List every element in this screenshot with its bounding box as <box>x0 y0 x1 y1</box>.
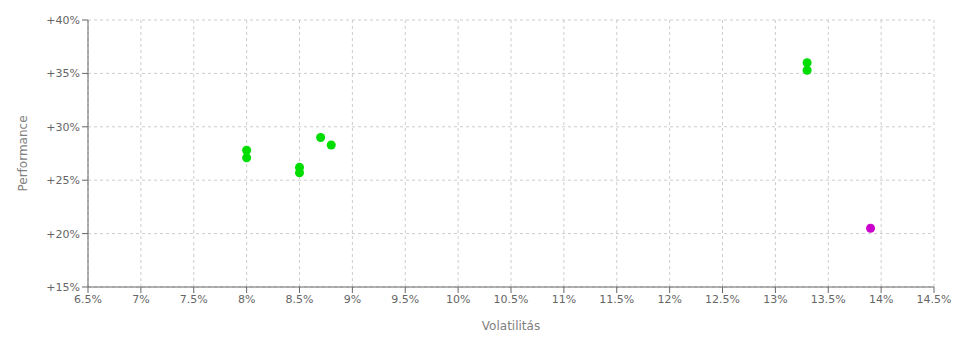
svg-text:+35%: +35% <box>46 67 80 80</box>
svg-text:12.5%: 12.5% <box>705 293 740 306</box>
svg-text:+40%: +40% <box>46 14 80 27</box>
svg-text:13.5%: 13.5% <box>811 293 846 306</box>
svg-text:9%: 9% <box>344 293 361 306</box>
svg-text:+15%: +15% <box>46 281 80 294</box>
svg-text:6.5%: 6.5% <box>74 293 102 306</box>
svg-text:+25%: +25% <box>46 174 80 187</box>
svg-text:14%: 14% <box>869 293 893 306</box>
svg-text:Performance: Performance <box>16 115 30 191</box>
svg-text:7%: 7% <box>132 293 149 306</box>
svg-text:13%: 13% <box>763 293 787 306</box>
svg-text:11%: 11% <box>552 293 576 306</box>
svg-text:8%: 8% <box>238 293 255 306</box>
svg-text:12%: 12% <box>657 293 681 306</box>
svg-text:9.5%: 9.5% <box>391 293 419 306</box>
svg-text:8.5%: 8.5% <box>286 293 314 306</box>
svg-text:10%: 10% <box>446 293 470 306</box>
svg-text:14.5%: 14.5% <box>917 293 952 306</box>
svg-text:11.5%: 11.5% <box>599 293 634 306</box>
svg-text:+20%: +20% <box>46 228 80 241</box>
svg-text:7.5%: 7.5% <box>180 293 208 306</box>
svg-text:+30%: +30% <box>46 121 80 134</box>
svg-text:10.5%: 10.5% <box>494 293 529 306</box>
svg-text:Volatilitás: Volatilitás <box>482 319 540 333</box>
